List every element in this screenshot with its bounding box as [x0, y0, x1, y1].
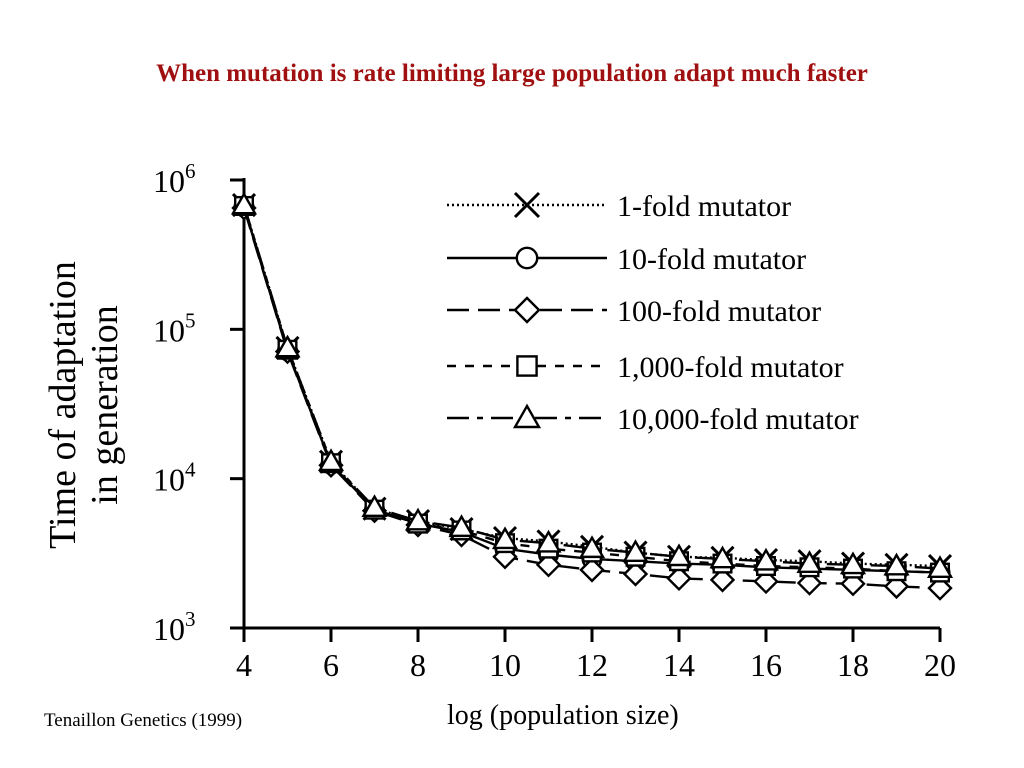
series-line [242, 207, 941, 590]
series-line [242, 206, 941, 574]
y-tick-exponent: 3 [185, 607, 196, 631]
series-marker [230, 191, 258, 215]
series-line [242, 204, 941, 570]
series-marker [491, 526, 519, 550]
series-line [242, 205, 941, 574]
x-tick-label: 6 [323, 647, 339, 683]
series-marker [796, 550, 823, 574]
x-axis-caption: log (population size) [447, 700, 679, 731]
series-marker [665, 543, 693, 567]
series-marker [927, 575, 953, 601]
series-marker [535, 529, 562, 553]
y-tick-label: 103 [153, 607, 196, 647]
legend-label: 10,000-fold mutator [617, 403, 859, 436]
series-marker [883, 552, 910, 576]
x-tick-label: 4 [236, 647, 252, 683]
citation: Tenaillon Genetics (1999) [44, 710, 243, 731]
x-tick-label: 12 [576, 647, 608, 683]
series-marker [622, 561, 649, 587]
x-tick-label: 16 [750, 647, 782, 683]
series-marker [622, 539, 649, 563]
series-marker [361, 494, 388, 518]
series-marker [709, 545, 736, 569]
series-marker [448, 514, 475, 538]
legend-item: 10-fold mutator [447, 243, 806, 276]
series-marker [796, 570, 823, 596]
x-tick-label: 10 [489, 647, 521, 683]
series-marker [515, 246, 539, 270]
series-marker [512, 403, 542, 429]
y-tick-base: 10 [153, 163, 185, 199]
y-axis-label-line1: Time of adaptation [42, 261, 84, 549]
series-marker [752, 547, 780, 571]
x-tick-label: 18 [837, 647, 869, 683]
y-tick-label: 105 [153, 308, 196, 348]
y-tick-label: 104 [153, 458, 196, 498]
series-marker [926, 555, 954, 579]
x-tick-label: 8 [410, 647, 426, 683]
chart-legend: 1-fold mutator 10-fold mutator 100-fold mu… [447, 190, 859, 436]
x-tick-label: 20 [924, 647, 956, 683]
x-tick-label: 14 [663, 647, 695, 683]
series-marker [709, 567, 736, 593]
series-marker [839, 551, 867, 575]
chart-series [230, 191, 954, 601]
series-marker [317, 448, 345, 472]
series-marker [513, 191, 541, 219]
series-marker [516, 355, 538, 377]
y-tick-label: 106 [153, 159, 196, 199]
legend-label: 10-fold mutator [617, 243, 806, 276]
series-marker [274, 334, 301, 358]
series-marker [579, 557, 605, 583]
x-marker-stroke [513, 191, 541, 219]
series-marker [404, 507, 432, 531]
series-marker [666, 565, 692, 592]
series-square [233, 195, 951, 583]
y-tick-exponent: 4 [185, 458, 196, 482]
series-marker [513, 296, 541, 324]
series-x [231, 192, 953, 579]
series-marker [578, 535, 606, 559]
legend-item: 10,000-fold mutator [447, 403, 859, 436]
legend-item: 1,000-fold mutator [447, 351, 844, 384]
series-circle [233, 196, 951, 584]
y-tick-exponent: 6 [185, 159, 196, 183]
y-tick-base: 10 [153, 312, 185, 348]
series-triangle [230, 191, 954, 579]
series-marker [535, 552, 562, 578]
y-tick-base: 10 [153, 611, 185, 647]
y-axis-label-line2: in generation [84, 305, 126, 504]
y-tick-exponent: 5 [185, 308, 196, 332]
legend-item: 1-fold mutator [447, 190, 791, 223]
slide-title: When mutation is rate limiting large pop… [156, 60, 868, 87]
legend-item: 100-fold mutator [447, 295, 821, 328]
y-tick-base: 10 [153, 462, 185, 498]
legend-label: 1,000-fold mutator [617, 351, 844, 384]
legend-label: 100-fold mutator [617, 295, 821, 328]
legend-label: 1-fold mutator [617, 190, 791, 223]
